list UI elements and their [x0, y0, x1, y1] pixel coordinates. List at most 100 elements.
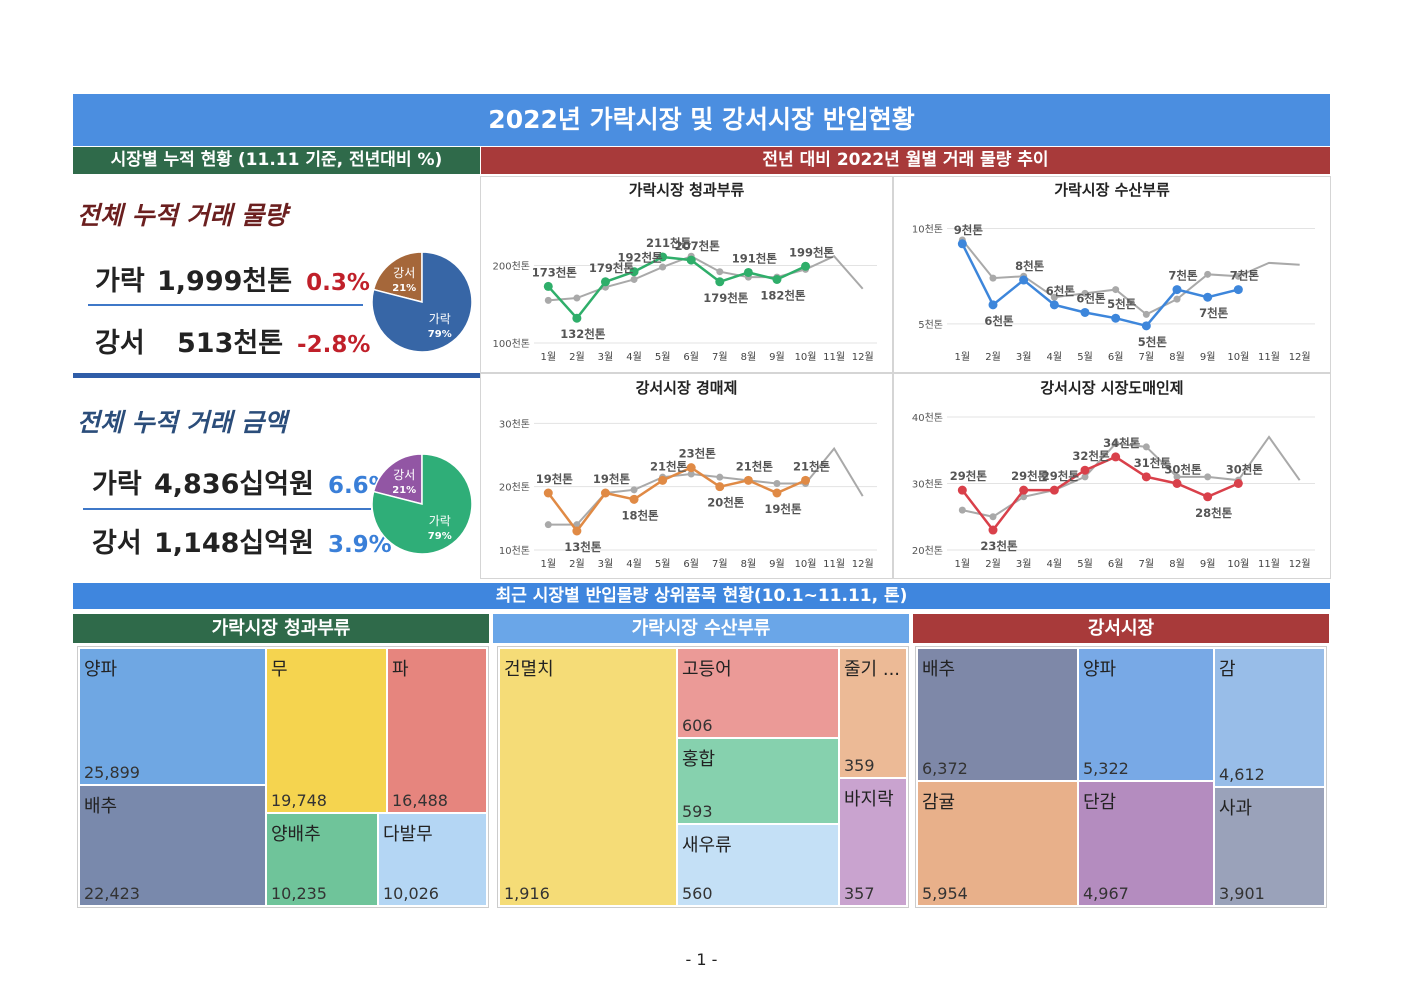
treemap-cell: 건멸치 1,916 [498, 647, 678, 907]
treemap-cell: 다발무 10,026 [377, 812, 488, 907]
amount-pie-slice-pct: 79% [428, 531, 452, 542]
x-tick-label: 2월 [569, 351, 585, 363]
data-label: 211천톤 [646, 236, 692, 250]
data-label: 199천톤 [789, 245, 835, 259]
point-prev [716, 473, 724, 481]
x-tick-label: 12월 [852, 351, 874, 363]
data-label: 21천톤 [793, 459, 831, 473]
left-section-header: 시장별 누적 현황 (11.11 기준, 전년대비 %) [73, 147, 480, 174]
chart-garak-produce: 가락시장 청과부류 100천톤 200천톤 1월 2월 3월 4월 5월 6월 7월 8월 9월 10월… [493, 181, 877, 363]
x-tick-label: 4월 [1047, 558, 1063, 570]
data-label: 5천톤 [1138, 335, 1168, 349]
volume-pie-slice-label: 강서 [393, 266, 415, 280]
amount-summary-title: 전체 누적 거래 금액 [77, 408, 288, 437]
point-2022 [772, 488, 782, 498]
y-tick-label: 5천톤 [918, 319, 943, 331]
chart-title: 가락시장 수산부류 [1054, 181, 1170, 199]
point-prev [1112, 440, 1120, 448]
x-tick-label: 1월 [955, 351, 971, 363]
point-2022 [686, 255, 696, 265]
point-2022 [543, 281, 553, 291]
x-tick-label: 2월 [985, 351, 1001, 363]
x-tick-label: 3월 [1016, 558, 1032, 570]
volume-pie-slice-label: 가락 [429, 312, 451, 326]
data-label: 179천톤 [703, 291, 749, 305]
data-label: 30천톤 [1226, 463, 1264, 477]
volume-row-garak: 가락 1,999천톤 0.3% [95, 266, 370, 297]
point-2022 [1203, 492, 1213, 502]
x-tick-label: 1월 [955, 558, 971, 570]
chart-grid-frame [480, 176, 1331, 579]
point-prev [659, 263, 667, 271]
x-tick-label: 9월 [1200, 351, 1216, 363]
point-prev [1173, 473, 1181, 481]
point-prev [630, 486, 638, 494]
point-2022 [801, 475, 811, 485]
point-2022 [715, 277, 725, 287]
data-label: 6천톤 [1076, 291, 1106, 305]
treemap-header-garak-seafood: 가락시장 수산부류 [493, 614, 909, 643]
data-label: 7천톤 [1168, 269, 1198, 283]
point-prev [1204, 270, 1212, 278]
chart-gangseo-auction: 강서시장 경매제 10천톤 20천톤 30천톤 1월 2월 3월 4월 5월 6월 7월 8월 9월 10… [499, 379, 877, 570]
x-tick-label: 2월 [569, 558, 585, 570]
y-tick-label: 100천톤 [493, 338, 531, 350]
x-tick-label: 8월 [1169, 351, 1185, 363]
treemap-cell: 사과 3,901 [1213, 786, 1326, 907]
point-prev [1081, 289, 1089, 297]
point-prev [544, 521, 552, 529]
volume-pie-slice-pct: 79% [428, 329, 452, 340]
treemap-cell: 감귤 5,954 [916, 780, 1079, 907]
data-label: 7천톤 [1230, 269, 1260, 283]
point-2022 [1111, 452, 1121, 462]
x-tick-label: 2월 [985, 558, 1001, 570]
point-prev [716, 268, 724, 276]
amount-pie-slice-pct: 21% [392, 485, 416, 496]
volume-row-gangseo: 강서 513천톤 -2.8% [95, 328, 371, 359]
data-label: 191천톤 [732, 251, 778, 265]
series-line-2022 [961, 455, 1239, 533]
point-prev [544, 296, 552, 304]
x-tick-label: 9월 [1200, 558, 1216, 570]
treemap-cell: 줄기 ... 359 [838, 647, 908, 779]
x-tick-label: 10월 [1227, 351, 1249, 363]
y-tick-label: 20천톤 [912, 545, 943, 557]
x-tick-label: 7월 [712, 351, 728, 363]
point-2022 [1141, 472, 1151, 482]
section-divider [73, 373, 481, 378]
point-prev [958, 506, 966, 514]
point-2022 [572, 313, 582, 323]
data-label: 32천톤 [1072, 449, 1110, 463]
amount-pct-gangseo: 3.9% [327, 532, 392, 558]
point-prev [1050, 293, 1058, 301]
point-2022 [686, 463, 696, 473]
point-prev [989, 274, 997, 282]
point-2022 [1172, 285, 1182, 295]
x-tick-label: 5월 [1077, 351, 1093, 363]
treemap-cell: 고등어 606 [676, 647, 840, 739]
volume-divider [88, 304, 363, 306]
x-tick-label: 6월 [683, 351, 699, 363]
data-label: 34천톤 [1103, 436, 1141, 450]
treemap-header-gangseo: 강서시장 [913, 614, 1329, 643]
chart-title: 강서시장 경매제 [636, 379, 738, 397]
data-label: 28천톤 [1195, 506, 1233, 520]
data-label: 21천톤 [650, 459, 688, 473]
x-tick-label: 12월 [852, 558, 874, 570]
data-label: 182천톤 [760, 288, 806, 302]
point-2022 [1111, 313, 1121, 323]
data-label: 30천톤 [1164, 463, 1202, 477]
data-label: 29천톤 [1042, 469, 1080, 483]
volume-pie-chart: 강서 21% 가락 79% [371, 251, 473, 353]
x-tick-label: 6월 [1108, 558, 1124, 570]
point-2022 [1080, 465, 1090, 475]
x-tick-label: 3월 [598, 558, 614, 570]
point-prev [1142, 310, 1150, 318]
treemap-cell: 양파 25,899 [78, 647, 267, 786]
data-label: 21천톤 [736, 459, 774, 473]
data-label: 6천톤 [984, 314, 1014, 328]
treemap-cell: 배추 6,372 [916, 647, 1079, 782]
point-prev [1020, 493, 1028, 501]
treemap-cell: 홍합 593 [676, 737, 840, 825]
amount-pie-slice [371, 453, 473, 555]
